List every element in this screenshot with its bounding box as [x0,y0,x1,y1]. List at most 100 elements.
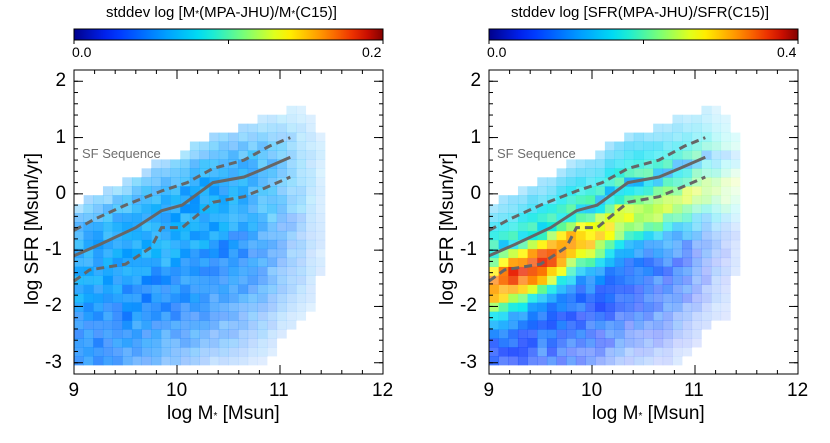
heatmap-cell [653,248,664,259]
heatmap-cell [83,284,94,294]
heatmap-cell [122,338,133,348]
heatmap-cell [267,257,278,268]
heatmap-cell [604,159,615,169]
heatmap-cell [267,204,278,214]
heatmap-cell [653,230,664,241]
heatmap-cell [489,204,499,214]
heatmap-cell [614,248,625,259]
heatmap-cell [508,275,519,285]
heatmap-cell [604,257,615,268]
heatmap-cell [662,159,673,169]
heatmap-cell [257,275,268,285]
heatmap-cell [305,257,316,268]
heatmap-cell [199,284,210,294]
heatmap-cell [209,311,220,321]
heatmap-cell [170,230,181,241]
heatmap-cell [662,222,673,232]
heatmap-cell [74,311,84,321]
heatmap-cell [170,284,181,294]
heatmap-cell [672,177,683,187]
heatmap-cell [604,186,615,196]
heatmap-cell [131,204,142,214]
heatmap-cell [286,132,297,142]
heatmap-cell [614,141,625,151]
heatmap-cell [209,204,220,214]
heatmap-cell [633,239,644,250]
heatmap-cell [102,284,113,294]
heatmap-cell [585,186,596,196]
heatmap-cell [141,186,152,196]
heatmap-cell [556,356,567,366]
heatmap-cell [662,230,673,241]
right-plot [488,28,799,375]
heatmap-cell [566,356,577,366]
heatmap-cell [151,311,162,321]
heatmap-cell [276,293,287,303]
heatmap-cell [180,356,191,366]
heatmap-cell [74,239,84,250]
heatmap-cell [701,320,712,330]
heatmap-cell [517,275,528,285]
heatmap-cell [218,159,229,169]
heatmap-cell [546,293,557,303]
heatmap-cell [566,257,577,268]
heatmap-cell [315,150,326,160]
heatmap-cell [83,230,94,241]
heatmap-cell [296,195,307,205]
heatmap-cell [566,329,577,339]
heatmap-cell [286,105,297,116]
heatmap-cell [131,302,142,312]
y-tick-label: 1 [55,126,67,148]
heatmap-cell [238,123,249,133]
heatmap-cell [672,123,683,133]
heatmap-cell [604,284,615,294]
heatmap-cell [257,186,268,196]
heatmap-cell [286,311,297,321]
heatmap-cell [267,132,278,142]
heatmap-cell [247,284,258,294]
heatmap-cell [711,150,722,160]
heatmap-cell [575,248,586,259]
heatmap-cell [218,141,229,151]
heatmap-cell [93,222,104,232]
heatmap-cell [267,239,278,250]
heatmap-cell [575,230,586,241]
heatmap-cell [566,302,577,312]
heatmap-cell [595,213,606,223]
heatmap-cell [682,186,693,196]
heatmap-cell [170,266,181,276]
heatmap-cell [305,123,316,133]
heatmap-cell [141,302,152,312]
heatmap-cell [691,311,702,321]
heatmap-cell [711,311,722,321]
heatmap-cell [585,293,596,303]
heatmap-cell [267,177,278,187]
heatmap-cell [267,123,278,133]
heatmap-cell [711,123,722,133]
heatmap-cell [604,150,615,160]
heatmap-cell [672,168,683,178]
heatmap-cell [508,320,519,330]
heatmap-cell [228,266,239,276]
heatmap-cell [701,239,712,250]
heatmap-cell [238,141,249,151]
heatmap-cell [160,356,171,366]
heatmap-cell [604,338,615,348]
heatmap-cell [575,356,586,366]
heatmap-cell [209,195,220,205]
heatmap-cell [595,150,606,160]
heatmap-cell [682,177,693,187]
heatmap-cell [170,159,181,169]
heatmap-cell [566,213,577,223]
heatmap-cell [614,177,625,187]
heatmap-cell [102,213,113,223]
heatmap-cell [643,150,654,160]
heatmap-cell [643,204,654,214]
heatmap-cell [276,186,287,196]
heatmap-cell [701,177,712,187]
heatmap-cell [160,195,171,205]
heatmap-cell [276,284,287,294]
heatmap-cell [199,257,210,268]
heatmap-cell [267,347,278,357]
heatmap-cell [614,356,625,366]
